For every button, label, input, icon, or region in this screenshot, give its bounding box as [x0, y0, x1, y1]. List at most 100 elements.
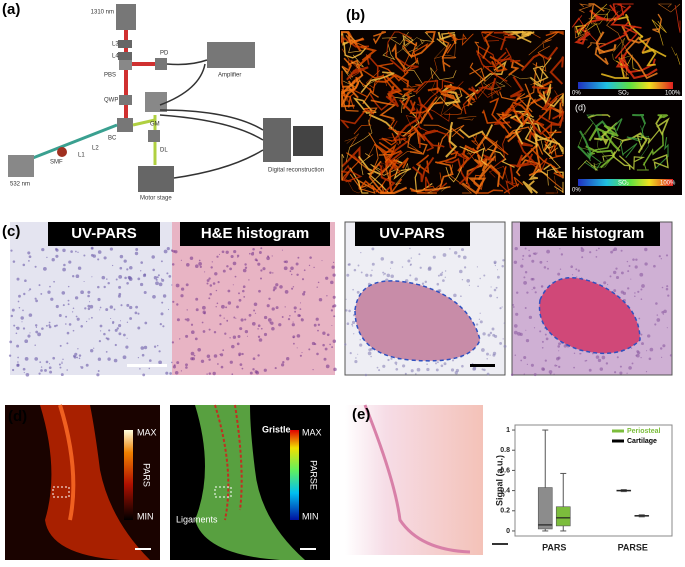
cell	[444, 276, 446, 278]
vessel	[487, 148, 515, 168]
cell	[23, 372, 25, 374]
cell	[219, 322, 222, 326]
colorbar	[578, 179, 673, 186]
cell	[97, 258, 100, 261]
cell	[226, 320, 228, 322]
vessel	[409, 185, 451, 192]
cell	[351, 323, 354, 326]
cell	[348, 263, 351, 266]
cell	[73, 355, 77, 359]
vessel	[422, 130, 439, 152]
cell	[40, 366, 43, 368]
cell	[17, 300, 20, 303]
vessel	[368, 113, 400, 136]
cell	[198, 259, 201, 262]
vessel	[657, 114, 669, 120]
cell	[539, 330, 542, 333]
cell	[410, 369, 414, 373]
cell	[308, 348, 311, 351]
cell	[201, 321, 204, 324]
cell	[510, 373, 514, 376]
colorbar	[578, 82, 673, 89]
y-axis-label: Signal (a.u.)	[494, 455, 504, 506]
cell	[113, 308, 116, 311]
cell	[426, 363, 428, 365]
cell	[317, 329, 319, 332]
vessel	[499, 73, 540, 88]
colorbar-label: 100%	[665, 91, 681, 97]
cell	[242, 285, 246, 289]
cell	[190, 357, 194, 361]
cell	[371, 247, 375, 251]
cell	[175, 283, 180, 288]
cell	[573, 366, 575, 369]
cell	[515, 312, 519, 316]
cell	[489, 294, 493, 298]
scale-bar	[470, 364, 495, 367]
cell	[25, 372, 30, 377]
cell	[270, 321, 274, 325]
cell	[105, 337, 108, 340]
cell	[21, 321, 23, 323]
vessel	[543, 163, 564, 179]
cell	[369, 274, 373, 277]
roi	[214, 486, 232, 498]
cell	[52, 356, 56, 360]
cell	[290, 266, 294, 271]
cell	[55, 304, 59, 309]
cell	[653, 264, 656, 268]
cell	[503, 344, 507, 348]
cell	[663, 309, 667, 314]
cell	[494, 334, 498, 338]
cell	[54, 324, 57, 328]
cell	[402, 364, 406, 368]
cell	[269, 271, 272, 274]
cell	[209, 292, 212, 296]
cell	[212, 371, 216, 376]
cell	[59, 344, 62, 347]
vessel	[510, 114, 524, 145]
cell	[99, 309, 101, 311]
cell	[584, 360, 587, 362]
vessel	[522, 114, 544, 152]
plot-frame	[514, 424, 673, 537]
cell	[87, 290, 91, 294]
vessel	[646, 48, 667, 67]
vessel	[525, 62, 538, 98]
diagram-label: BC	[108, 136, 117, 142]
cell	[323, 357, 327, 361]
cell	[66, 369, 68, 371]
cell	[296, 347, 298, 349]
cell	[662, 313, 665, 315]
cell	[634, 265, 638, 269]
cell	[544, 359, 547, 362]
vessel	[542, 83, 552, 107]
cell	[75, 315, 78, 318]
cell	[99, 324, 103, 328]
cell	[48, 325, 52, 329]
vessel	[601, 63, 629, 79]
vessel	[362, 107, 378, 114]
cell	[301, 278, 305, 281]
cell	[656, 314, 659, 316]
cell	[96, 373, 100, 377]
cell	[12, 260, 16, 263]
cell	[659, 347, 663, 350]
cell	[214, 272, 218, 276]
vessel	[451, 33, 474, 46]
cell	[451, 359, 455, 362]
vessel	[382, 31, 409, 45]
vessel	[657, 3, 681, 13]
diagram-label: PBS	[104, 73, 116, 79]
vessel	[391, 42, 407, 71]
cell	[239, 327, 243, 331]
cell	[613, 247, 618, 251]
vessel	[588, 3, 605, 19]
cell	[460, 248, 465, 252]
vessel	[610, 3, 624, 12]
cell	[119, 254, 124, 259]
vessel	[409, 129, 428, 155]
cell	[126, 268, 129, 271]
cell	[636, 353, 640, 358]
panel-label: (c)	[2, 223, 20, 240]
